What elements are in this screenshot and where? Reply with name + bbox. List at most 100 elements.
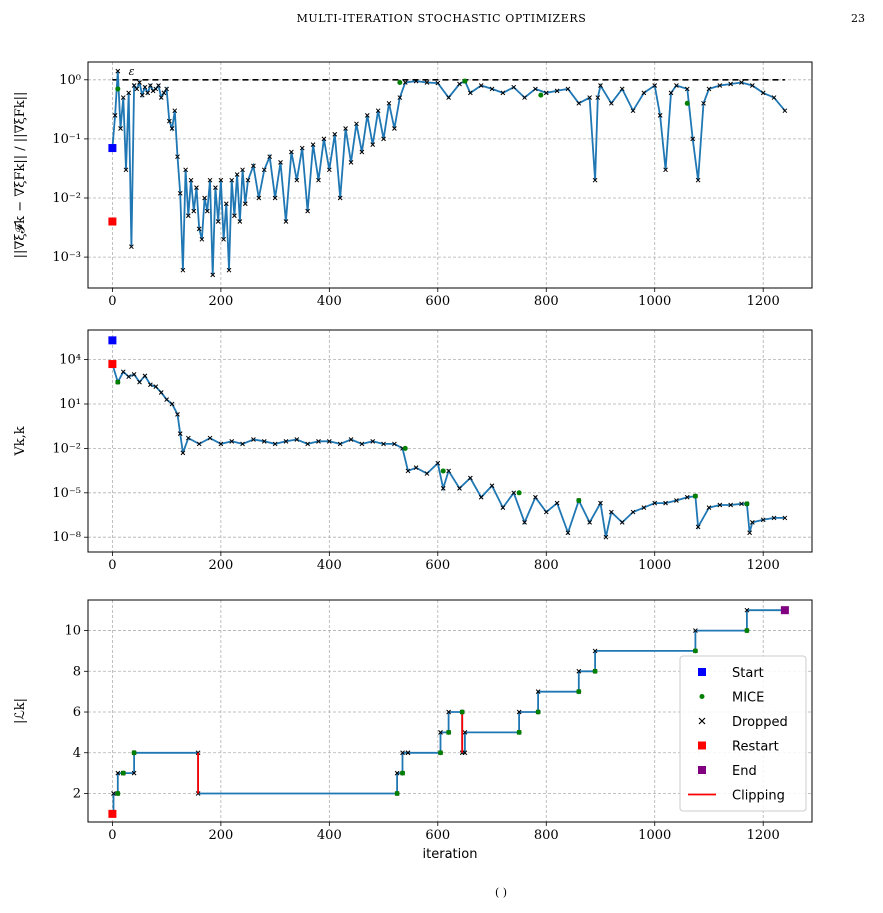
dropped-marker	[364, 113, 370, 118]
dropped-marker	[576, 100, 582, 106]
dropped-marker	[237, 219, 243, 224]
dropped-marker	[326, 438, 332, 444]
dropped-marker	[749, 83, 755, 88]
dropped-marker	[435, 460, 441, 466]
dropped-marker	[283, 219, 289, 224]
dropped-marker	[462, 730, 468, 735]
dropped-marker	[131, 83, 137, 88]
dropped-marker	[489, 483, 495, 489]
end-marker	[780, 606, 789, 615]
dropped-marker	[641, 505, 647, 510]
mice-marker	[400, 770, 406, 776]
y-tick-label: 6	[73, 705, 81, 720]
dropped-marker	[668, 90, 674, 96]
dropped-marker	[400, 750, 405, 756]
dropped-marker	[354, 121, 359, 127]
y-axis-label: |ℒk|	[13, 698, 28, 724]
dropped-marker	[587, 95, 593, 100]
panel-2: 0 200 400 600 800 1000 1200 10⁻⁸ 10⁻⁵ 10⁻² 10¹ 10⁴ V…	[13, 329, 813, 573]
dropped-marker	[598, 500, 603, 506]
dropped-marker	[663, 167, 668, 173]
dropped-marker	[771, 95, 777, 100]
dropped-marker	[522, 95, 527, 100]
dropped-marker	[226, 267, 232, 273]
legend-restart-swatch	[698, 741, 706, 750]
legend-box	[679, 655, 807, 812]
legend-label: Dropped	[732, 715, 788, 730]
legend-start-swatch	[698, 668, 706, 676]
y-tick-label: 8	[73, 664, 81, 679]
dropped-marker	[131, 372, 137, 377]
mice-marker	[394, 790, 400, 796]
dropped-marker	[272, 195, 278, 201]
dropped-marker	[195, 750, 201, 756]
dropped-marker	[118, 126, 123, 131]
dropped-marker	[760, 90, 766, 96]
dropped-marker	[565, 86, 571, 92]
dropped-marker	[229, 177, 235, 183]
dropped-marker	[164, 397, 169, 402]
dropped-marker	[478, 83, 484, 88]
plot-area	[110, 607, 788, 817]
dropped-marker	[701, 100, 706, 106]
axes-frame	[87, 329, 813, 553]
dropped-marker	[728, 81, 734, 87]
dropped-marker	[749, 520, 755, 525]
mice-marker	[684, 100, 690, 106]
dropped-marker	[126, 90, 132, 96]
mice-marker	[440, 468, 446, 474]
dropped-marker	[500, 505, 506, 510]
y-tick-label: 10⁴	[59, 353, 81, 368]
dropped-marker	[424, 80, 430, 85]
dropped-marker	[608, 100, 614, 106]
dropped-marker	[739, 501, 744, 507]
dropped-marker	[652, 500, 658, 506]
dropped-marker	[218, 441, 224, 447]
mice-marker	[516, 729, 522, 735]
y-tick-label: 10¹	[59, 397, 81, 412]
dropped-marker	[185, 435, 191, 441]
dropped-marker	[221, 236, 226, 242]
x-tick-label: 1000	[638, 558, 671, 573]
mice-marker	[120, 770, 126, 776]
dropped-marker	[272, 441, 278, 447]
dropped-marker	[405, 750, 411, 756]
dropped-marker	[457, 81, 462, 87]
y-tick-label: 10⁻²	[52, 191, 81, 206]
x-tick-label: 400	[317, 828, 342, 843]
y-tick-label: 2	[73, 786, 81, 801]
legend-mice-swatch	[699, 694, 705, 699]
legend-label: Restart	[732, 740, 779, 755]
dropped-marker	[657, 113, 663, 118]
dropped-marker	[706, 86, 712, 92]
dropped-marker	[739, 80, 744, 85]
y-tick-label: 10⁰	[59, 73, 81, 88]
dropped-marker	[180, 450, 186, 456]
dropped-marker	[175, 154, 180, 160]
dropped-marker	[223, 201, 229, 207]
dropped-marker	[210, 272, 216, 278]
dropped-marker	[674, 498, 679, 503]
dropped-marker	[142, 84, 148, 90]
running-head: MULTI-ITERATION STOCHASTIC OPTIMIZERS 23	[0, 12, 883, 28]
mice-marker	[115, 86, 121, 92]
dropped-marker	[145, 90, 151, 96]
dropped-marker	[115, 770, 121, 776]
mice-marker	[535, 709, 541, 715]
mice-marker	[576, 498, 582, 504]
mice-marker	[446, 729, 452, 735]
mice-marker	[115, 379, 121, 385]
dropped-marker	[565, 530, 571, 536]
legend-label: Start	[732, 666, 764, 681]
dropped-marker	[603, 534, 609, 540]
x-tick-label: 200	[208, 558, 233, 573]
x-tick-label: 600	[425, 294, 450, 309]
mice-marker	[131, 750, 137, 756]
dropped-marker	[204, 208, 210, 214]
dropped-marker	[630, 509, 636, 515]
dropped-marker	[744, 607, 750, 613]
dropped-marker	[516, 709, 522, 715]
dropped-marker	[695, 524, 701, 530]
dropped-marker	[161, 90, 167, 96]
dropped-marker	[343, 126, 348, 131]
